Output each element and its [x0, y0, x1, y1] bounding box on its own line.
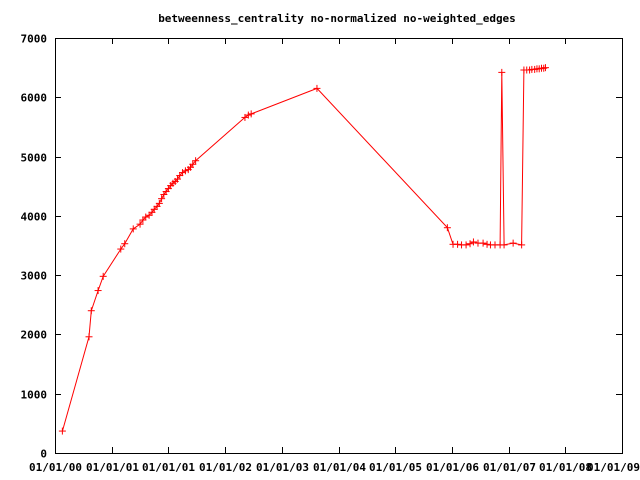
data-point: [500, 241, 508, 249]
y-tick-label: 6000: [21, 92, 48, 105]
data-point: [142, 213, 150, 221]
data-point: [462, 241, 470, 249]
chart-title: betweenness_centrality no-normalized no-…: [158, 12, 516, 25]
x-tick-label: 01/01/01: [142, 461, 195, 474]
data-point: [509, 239, 517, 247]
x-tick-label: 01/01/07: [483, 461, 536, 474]
data-point: [136, 220, 144, 228]
x-axis: 01/01/00 01/01/01 01/01/01 01/01/02 01/01/03…: [29, 38, 640, 474]
data-point: [99, 272, 107, 280]
x-tick-label: 01/01/02: [199, 461, 252, 474]
data-point: [518, 241, 526, 249]
data-point: [94, 287, 102, 295]
data-point: [150, 205, 158, 213]
data-point: [179, 169, 187, 177]
data-point: [443, 224, 451, 232]
x-tick-label: 01/01/04: [313, 461, 366, 474]
data-point: [85, 333, 93, 341]
x-tick-label: 01/01/00: [29, 461, 82, 474]
x-tick-label: 01/01/01: [86, 461, 139, 474]
data-point: [181, 167, 189, 175]
data-point: [58, 427, 66, 435]
y-tick-label: 0: [40, 448, 47, 461]
y-tick-label: 3000: [21, 270, 48, 283]
data-point: [117, 245, 125, 253]
series-line: [61, 67, 546, 432]
y-tick-label: 5000: [21, 152, 48, 165]
data-point: [247, 110, 255, 118]
x-tick-label: 01/01/03: [256, 461, 309, 474]
y-tick-label: 2000: [21, 329, 48, 342]
data-point: [466, 240, 474, 248]
x-tick-label: 01/01/05: [369, 461, 422, 474]
data-point: [244, 111, 252, 119]
data-point: [540, 64, 548, 72]
data-point: [313, 84, 321, 92]
y-tick-label: 4000: [21, 211, 48, 224]
data-point: [454, 240, 462, 248]
data-point: [145, 211, 153, 219]
x-tick-label: 01/01/06: [426, 461, 479, 474]
y-axis: 0 1000 2000 3000 4000 5000 6000 7000: [21, 33, 622, 461]
data-point: [176, 172, 184, 180]
data-point: [173, 175, 181, 183]
plot-area-border: [55, 38, 623, 454]
data-point: [155, 199, 163, 207]
x-tick-label: 01/01/08: [539, 461, 592, 474]
data-point: [158, 195, 166, 203]
data-point: [483, 240, 491, 248]
data-point: [139, 216, 147, 224]
data-point: [189, 160, 197, 168]
data-point: [498, 68, 506, 76]
data-point: [121, 240, 129, 248]
data-point: [129, 225, 137, 233]
y-tick-label: 1000: [21, 389, 48, 402]
data-point: [192, 157, 200, 165]
y-tick-label: 7000: [21, 33, 48, 46]
data-point: [87, 307, 95, 315]
series-layer: [58, 64, 549, 435]
data-point: [541, 64, 549, 72]
data-point: [479, 239, 487, 247]
data-point: [469, 238, 477, 246]
x-tick-label: 01/01/09: [587, 461, 640, 474]
